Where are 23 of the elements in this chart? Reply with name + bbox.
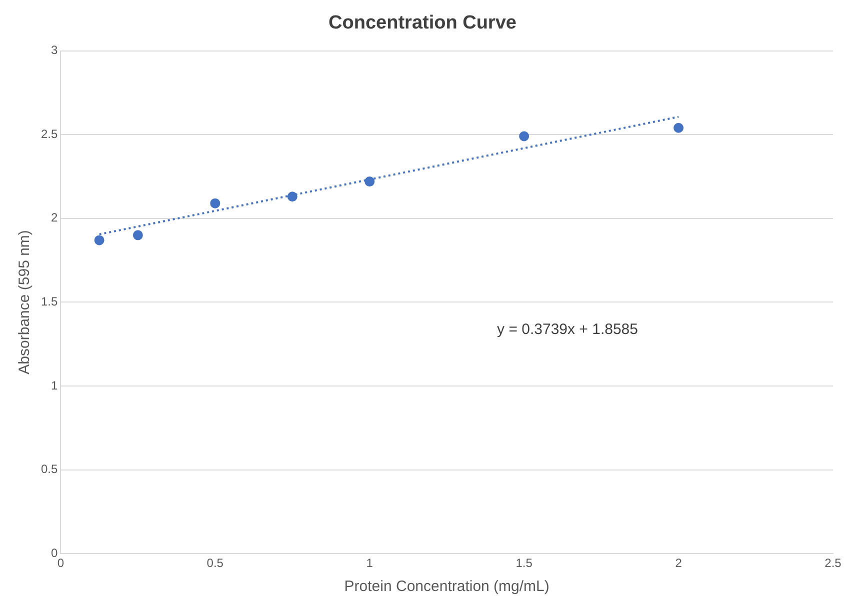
chart-title: Concentration Curve: [328, 12, 516, 34]
y-tick-label: 0.5: [40, 462, 58, 476]
x-tick-label: 1.5: [516, 556, 533, 570]
x-tick-label: 0.5: [206, 556, 224, 570]
point: [94, 235, 104, 246]
point: [364, 176, 375, 187]
point: [519, 131, 530, 142]
y-tick-label: 2: [50, 210, 58, 225]
point: [287, 192, 298, 202]
point: [210, 198, 220, 208]
point: [674, 122, 684, 133]
x-tick-label: 2: [675, 556, 682, 570]
y-tick-label: 1: [50, 378, 58, 392]
point: [132, 230, 143, 240]
x-tick-label: 1: [366, 556, 374, 570]
y-tick-label: 2.5: [40, 126, 58, 141]
x-tick-label: 2.5: [824, 556, 842, 570]
annotation: y = 0.3739x + 1.8585: [497, 320, 638, 338]
y-tick-label: 1.5: [40, 294, 58, 309]
y-tick-label: 3: [50, 43, 58, 58]
y-axis-title: Absorbance (595 nm): [16, 230, 34, 374]
x-axis-title: Protein Concentration (mg/mL): [344, 578, 550, 596]
y-tick-label: 0: [50, 546, 58, 560]
